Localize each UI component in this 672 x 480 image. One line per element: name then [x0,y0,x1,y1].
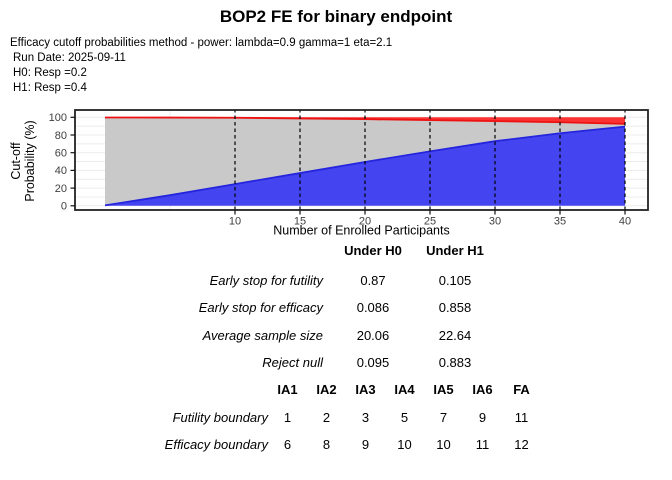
svg-text:25: 25 [424,216,436,228]
oc-value-h1: 22.64 [438,328,472,343]
futility-boundary-value: 9 [478,410,487,425]
efficacy-boundary-value: 10 [436,437,451,452]
futility-boundary-value: 3 [361,410,370,425]
efficacy-boundary-value: 9 [361,437,370,452]
futility-boundary-label: Futility boundary [172,410,268,425]
cutoff-probability-chart: 0 20 40 60 80 100 10 15 20 25 30 35 40 Number of Enro… [9,109,649,238]
futility-boundary-value: 1 [283,410,292,425]
efficacy-boundary-value: 8 [322,437,331,452]
svg-text:20: 20 [55,183,67,195]
efficacy-boundary-value: 10 [397,437,412,452]
svg-text:60: 60 [55,148,67,160]
futility-boundary-value: 7 [439,410,448,425]
table-row: Early stop for futility 0.87 0.105 [0,273,487,289]
oc-value-h1: 0.858 [438,300,472,315]
svg-text:Number of Enrolled Participant: Number of Enrolled Participants [273,224,449,238]
efficacy-boundary-value: 6 [283,437,292,452]
oc-row-label: Early stop for efficacy [198,300,323,315]
svg-text:10: 10 [229,216,241,228]
svg-text:40: 40 [619,216,631,228]
table-row: Early stop for efficacy 0.086 0.858 [0,300,487,316]
svg-text:40: 40 [55,165,67,177]
futility-boundary-value: 2 [322,410,331,425]
svg-text:35: 35 [554,216,566,228]
svg-text:Probability (%): Probability (%) [23,120,37,201]
efficacy-boundary-label: Efficacy boundary [164,437,268,452]
oc-row-label: Average sample size [202,328,323,343]
svg-text:15: 15 [294,216,306,228]
boundary-header-ia2: IA2 [316,382,337,397]
oc-value-h0: 0.095 [356,355,390,370]
h1-line: H1: Resp =0.4 [13,82,87,94]
boundary-header-row: IA1 IA2 IA3 IA4 IA5 IA6 FA [110,382,541,398]
boundary-header-ia3: IA3 [355,382,376,397]
svg-text:20: 20 [359,216,371,228]
boundary-header-ia6: IA6 [472,382,493,397]
svg-text:0: 0 [61,201,67,213]
futility-boundary-value: 11 [514,410,529,425]
efficacy-boundary-value: 11 [475,437,490,452]
oc-value-h0: 0.87 [360,273,386,288]
run-date-line: Run Date: 2025-09-11 [13,52,126,64]
svg-text:Cut-off: Cut-off [9,142,23,180]
efficacy-boundary-value: 12 [514,437,529,452]
oc-row-label: Reject null [262,355,323,370]
oc-value-h1: 0.883 [438,355,472,370]
table-row: Futility boundary 1 2 3 5 7 9 11 [110,410,541,426]
page-title: BOP2 FE for binary endpoint [0,7,672,27]
svg-text:100: 100 [49,112,67,124]
table-row: Reject null 0.095 0.883 [0,355,487,371]
table-row: Average sample size 20.06 22.64 [0,328,487,344]
oc-header-under-h0: Under H0 [344,243,402,258]
futility-boundary-value: 5 [400,410,409,425]
oc-value-h0: 0.086 [356,300,390,315]
boundary-header-fa: FA [513,382,530,397]
oc-row-label: Early stop for futility [209,273,323,288]
oc-value-h0: 20.06 [356,328,390,343]
oc-header-spacer [0,243,323,259]
boundary-header-ia4: IA4 [394,382,415,397]
svg-text:80: 80 [55,130,67,142]
table-row: Efficacy boundary 6 8 9 10 10 11 12 [110,437,541,453]
oc-header-row: Under H0 Under H1 [0,243,487,259]
boundary-header-ia1: IA1 [277,382,298,397]
boundary-header-ia5: IA5 [433,382,454,397]
oc-header-under-h1: Under H1 [426,243,484,258]
oc-value-h1: 0.105 [438,273,472,288]
design-method-line: Efficacy cutoff probabilities method - p… [10,37,393,49]
boundary-header-spacer [110,382,268,398]
page-title-text: BOP2 FE for binary endpoint [219,7,453,26]
svg-text:30: 30 [489,216,501,228]
h0-line: H0: Resp =0.2 [13,67,87,79]
